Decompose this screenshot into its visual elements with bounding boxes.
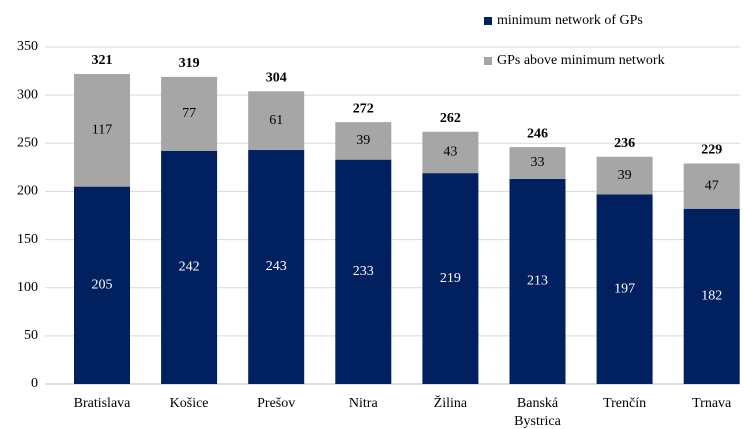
total-label: 236: [614, 136, 635, 151]
value-label: 117: [92, 123, 112, 138]
bar-segment: [248, 91, 305, 151]
bar-segment: [596, 194, 653, 384]
bar-segment: [335, 159, 392, 384]
bar-segment: [422, 173, 479, 384]
x-tick-label: Bratislava: [74, 396, 132, 411]
value-label: 77: [182, 106, 196, 121]
total-label: 272: [353, 101, 374, 116]
x-tick-label: Prešov: [257, 396, 295, 411]
bar-segment: [509, 178, 566, 384]
y-tick-label: 50: [24, 328, 38, 343]
legend-label: GPs above minimum network: [497, 53, 665, 68]
bar-segment: [422, 131, 479, 174]
value-label: 205: [92, 278, 113, 293]
bar-segment: [161, 76, 218, 151]
bar-segment: [683, 163, 740, 209]
total-label: 319: [179, 56, 200, 71]
value-label: 182: [701, 289, 722, 304]
value-label: 39: [356, 133, 370, 148]
legend-label: minimum network of GPs: [497, 13, 643, 28]
total-label: 262: [440, 111, 461, 126]
value-label: 47: [705, 178, 719, 193]
value-label: 43: [443, 145, 457, 160]
x-tick-label: Trenčín: [603, 396, 646, 411]
total-label: 304: [266, 71, 287, 86]
total-label: 246: [527, 126, 548, 141]
bar-segment: [509, 147, 566, 179]
bar-segment: [596, 156, 653, 195]
value-label: 219: [440, 271, 461, 286]
bar-segment: [248, 150, 305, 384]
x-tick-label: Žilina: [434, 394, 468, 411]
value-label: 39: [618, 168, 632, 183]
bar-segment: [161, 150, 218, 384]
bar-segment: [74, 73, 130, 187]
y-tick-label: 250: [17, 136, 38, 151]
bar-segment: [335, 122, 392, 160]
value-label: 213: [527, 274, 548, 289]
legend-swatch: [484, 17, 492, 25]
total-label: 321: [92, 53, 113, 68]
y-tick-label: 350: [17, 39, 38, 54]
bar-segment: [683, 208, 740, 384]
value-label: 242: [179, 260, 200, 275]
x-tick-label: Banská Bystrica: [514, 396, 561, 429]
value-label: 233: [353, 264, 374, 279]
total-label: 229: [701, 143, 722, 158]
value-label: 33: [531, 155, 545, 170]
y-tick-label: 0: [31, 376, 38, 391]
bar-segment: [74, 186, 130, 384]
x-tick-label: Trnava: [692, 396, 732, 411]
legend-swatch: [484, 57, 492, 65]
value-label: 243: [266, 259, 287, 274]
y-tick-label: 150: [17, 232, 38, 247]
x-tick-label: Nitra: [349, 396, 379, 411]
y-tick-label: 100: [17, 280, 38, 295]
value-label: 197: [614, 281, 635, 296]
y-tick-label: 300: [17, 87, 38, 102]
x-tick-label: Košice: [170, 396, 209, 411]
y-tick-label: 200: [17, 184, 38, 199]
value-label: 61: [269, 113, 283, 128]
